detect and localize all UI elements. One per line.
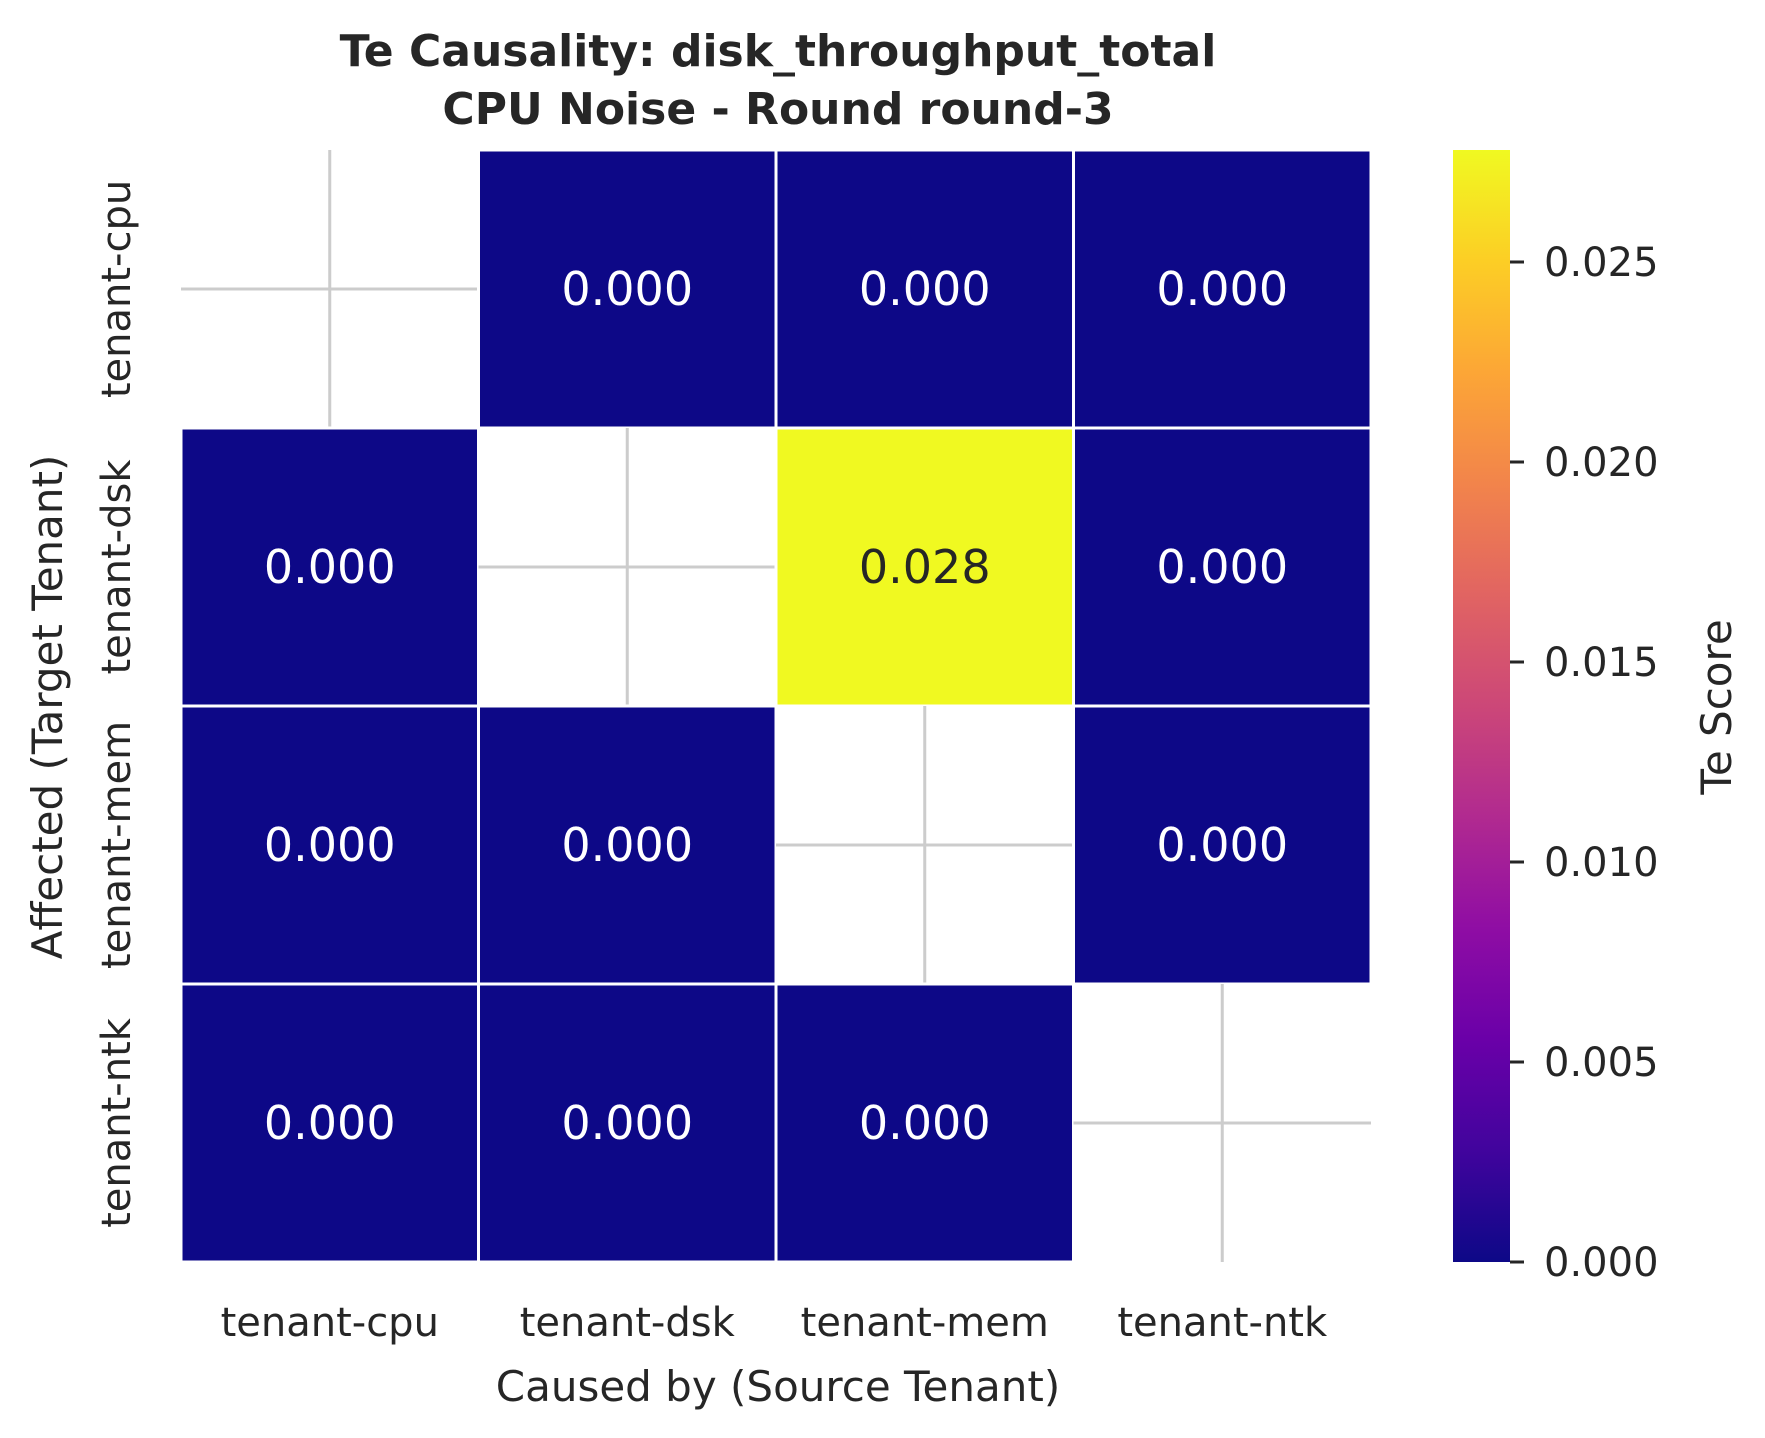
heatmap-cell [1072,148,1373,430]
colorbar-ticks: 0.000 0.005 0.010 0.015 0.020 0.025 [1510,240,1659,1286]
chart-title-line1: Te Causality: disk_throughput_total [340,26,1217,77]
chart-title-line2: CPU Noise - Round round-3 [442,84,1113,135]
colorbar-gradient [1453,150,1510,1262]
cell-annotation: 0.000 [561,262,693,316]
cell-annotation: 0.000 [859,1096,991,1150]
y-tick-label: tenant-mem [94,721,140,969]
heatmap-cell [774,982,1075,1264]
heatmap-cell [477,982,778,1264]
colorbar-tick-label: 0.025 [1544,240,1659,286]
x-tick-label: tenant-ntk [1117,1300,1328,1346]
cell-annotation: 0.000 [1156,540,1288,594]
y-axis-label: Affected (Target Tenant) [23,455,72,960]
x-tick-labels: tenant-cpu tenant-dsk tenant-mem tenant-ntk [221,1300,1328,1346]
colorbar-label: Te Score [1692,619,1741,795]
cell-annotation: 0.028 [859,540,991,594]
colorbar-tick-label: 0.015 [1544,640,1659,686]
cell-annotation: 0.000 [859,262,991,316]
y-tick-labels: tenant-cpu tenant-dsk tenant-mem tenant-ntk [94,180,140,1228]
heatmap-cell [1072,426,1373,708]
cell-annotation: 0.000 [561,818,693,872]
colorbar: 0.000 0.005 0.010 0.015 0.020 0.025 Te Score [1453,150,1741,1286]
y-tick-label: tenant-dsk [94,459,140,675]
cell-annotation: 0.000 [264,818,396,872]
heatmap-cells: 0.000 0.000 0.000 0.000 0.028 0.000 0.000 0.000… [179,148,1373,1264]
x-tick-label: tenant-dsk [520,1300,736,1346]
cell-annotation: 0.000 [561,1096,693,1150]
cell-annotation: 0.000 [264,540,396,594]
cell-annotation: 0.000 [1156,818,1288,872]
heatmap-cell [477,148,778,430]
colorbar-tick-label: 0.005 [1544,1040,1659,1086]
cell-annotation: 0.000 [1156,262,1288,316]
colorbar-tick-label: 0.020 [1544,440,1659,486]
x-tick-label: tenant-cpu [221,1300,439,1346]
heatmap-cell [774,426,1075,708]
x-axis-label: Caused by (Source Tenant) [496,1362,1060,1411]
colorbar-tick-label: 0.010 [1544,840,1659,886]
x-tick-label: tenant-mem [801,1300,1049,1346]
colorbar-tick-label: 0.000 [1544,1240,1659,1286]
y-tick-label: tenant-ntk [94,1017,140,1228]
heatmap-cell [179,426,480,708]
heatmap-cell [774,148,1075,430]
heatmap-cell [179,982,480,1264]
y-tick-label: tenant-cpu [94,180,140,398]
cell-annotation: 0.000 [264,1096,396,1150]
